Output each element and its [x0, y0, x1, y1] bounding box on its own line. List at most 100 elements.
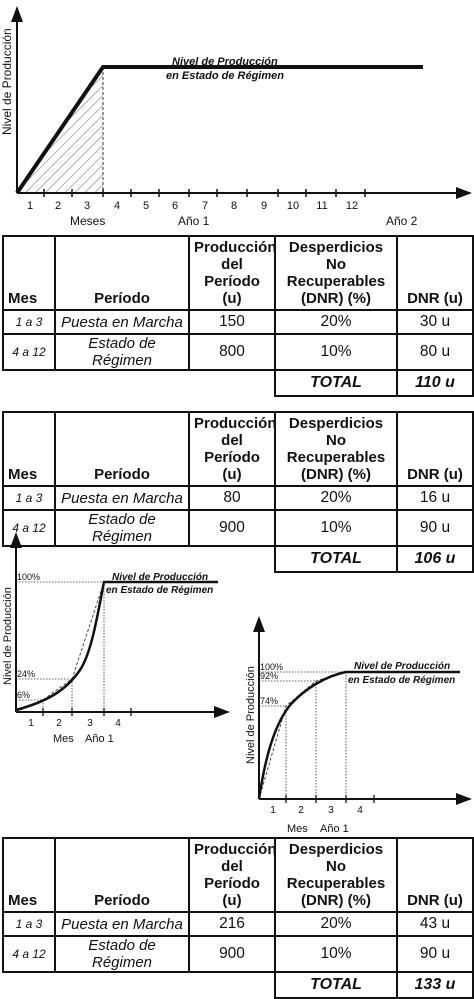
- tick-label: 11: [316, 200, 327, 212]
- header-periodo: Período: [54, 235, 190, 311]
- cell-periodo: Estado de Régimen: [54, 333, 190, 371]
- cell-dnr: 80 u: [396, 333, 474, 371]
- header-dnr-u: DNR (u): [396, 235, 474, 311]
- cell-pct: 10%: [274, 935, 398, 973]
- y-axis-arrow-icon: [10, 532, 22, 548]
- cell-pct: 10%: [274, 333, 398, 371]
- pct-24-label: 24%: [17, 669, 35, 679]
- x-axis-arrow-icon: [456, 187, 472, 199]
- cell-mes: 4 a 12: [2, 509, 56, 547]
- header-periodo: Período: [54, 837, 190, 913]
- ano1-label: Año 1: [178, 214, 210, 228]
- tick-label: 5: [143, 200, 149, 212]
- x-axis-arrow-icon: [214, 706, 230, 718]
- tick-label: 3: [328, 805, 334, 816]
- mes-label: Mes: [287, 823, 308, 835]
- tick-label: 12: [346, 200, 358, 212]
- ano1-label: Año 1: [320, 823, 349, 835]
- pct-74-label: 74%: [260, 696, 278, 706]
- tick-label: 1: [270, 805, 276, 816]
- table-3: Mes Período Producción del Período (u) Des…: [2, 837, 474, 999]
- pct-92-label: 92%: [260, 671, 278, 681]
- pct-100-label: 100%: [260, 662, 283, 672]
- header-produccion: Producción del Período (u): [188, 411, 277, 487]
- header-produccion: Producción del Período (u): [188, 837, 277, 913]
- total-label: TOTAL: [274, 369, 398, 397]
- production-curve: [15, 580, 218, 712]
- tick-label: 4: [357, 805, 363, 816]
- total-value: 106 u: [396, 545, 474, 573]
- header-dnr-u: DNR (u): [396, 837, 474, 913]
- tick-label: 3: [87, 718, 93, 729]
- header-dnr-pct: Desperdicios No Recuperables (DNR) (%): [274, 411, 398, 487]
- cell-dnr: 90 u: [396, 935, 474, 973]
- top-production-chart: 1 2 3 4 5 6 7 8 9 10 11 12 Meses Año 1 A…: [0, 6, 472, 228]
- cell-produccion: 900: [188, 935, 276, 973]
- tick-label: 3: [84, 200, 90, 212]
- tick-label: 10: [287, 200, 299, 212]
- annotation-line2: en Estado de Régimen: [166, 70, 284, 82]
- annotation-line1: Nivel de Producción: [112, 572, 208, 583]
- x-axis-arrow-icon: [456, 793, 472, 805]
- y-axis-label: Nivel de Producción: [245, 666, 257, 764]
- cell-dnr: 16 u: [396, 485, 474, 511]
- left-production-chart: 1 2 3 4 Mes Año 1 100% 24% 6% Nivel de P…: [2, 532, 230, 745]
- cell-produccion: 800: [188, 333, 276, 371]
- header-dnr-u: DNR (u): [396, 411, 474, 487]
- tick-label: 9: [261, 200, 267, 212]
- header-produccion: Producción del Período (u): [188, 235, 277, 311]
- annotation-line1: Nivel de Producción: [354, 661, 450, 672]
- right-production-chart: 1 2 3 4 Mes Año 1 100% 92% 74% Nivel de …: [245, 616, 472, 835]
- table-row: 1 a 3 Puesta en Marcha 80 20% 16 u: [2, 485, 474, 511]
- annotation-line2: en Estado de Régimen: [348, 675, 455, 686]
- cell-produccion: 150: [188, 309, 276, 335]
- pct-100-label: 100%: [17, 572, 40, 582]
- total-label: TOTAL: [274, 971, 398, 999]
- y-axis-label: Nivel de Producción: [2, 587, 14, 685]
- table-row: 1 a 3 Puesta en Marcha 150 20% 30 u: [2, 309, 474, 335]
- y-axis-arrow-icon: [253, 616, 265, 632]
- cell-pct: 10%: [274, 509, 398, 547]
- mes-label: Mes: [53, 733, 74, 745]
- cell-produccion: 80: [188, 485, 276, 511]
- tick-label: 1: [28, 718, 34, 729]
- header-mes: Mes: [2, 235, 56, 311]
- annotation-line1: Nivel de Producción: [172, 56, 278, 68]
- header-dnr-pct: Desperdicios No Recuperables (DNR) (%): [274, 235, 398, 311]
- tick-label: 4: [115, 718, 121, 729]
- tick-label: 6: [172, 200, 178, 212]
- ano1-label: Año 1: [85, 733, 114, 745]
- cell-periodo: Puesta en Marcha: [54, 309, 190, 335]
- cell-dnr: 30 u: [396, 309, 474, 335]
- total-value: 133 u: [396, 971, 474, 999]
- table-1: Mes Período Producción del Período (u) Des…: [2, 235, 474, 397]
- cell-pct: 20%: [274, 309, 398, 335]
- table-row: 4 a 12 Estado de Régimen 900 10% 90 u: [2, 509, 474, 547]
- tick-label: 2: [55, 200, 61, 212]
- cell-pct: 20%: [274, 911, 398, 937]
- header-periodo: Período: [54, 411, 190, 487]
- cell-periodo: Estado de Régimen: [54, 935, 190, 973]
- production-curve: [257, 670, 460, 800]
- cell-dnr: 43 u: [396, 911, 474, 937]
- cell-produccion: 216: [188, 911, 276, 937]
- tick-label: 1: [27, 200, 33, 212]
- tick-label: 7: [202, 200, 208, 212]
- tick-label: 4: [114, 200, 120, 212]
- cell-mes: 1 a 3: [2, 911, 56, 937]
- cell-periodo: Puesta en Marcha: [54, 485, 190, 511]
- tick-label: 2: [298, 805, 304, 816]
- tick-label: 2: [56, 718, 62, 729]
- cell-dnr: 90 u: [396, 509, 474, 547]
- total-value: 110 u: [396, 369, 474, 397]
- cell-produccion: 900: [188, 509, 276, 547]
- cell-mes: 1 a 3: [2, 485, 56, 511]
- table-row: 4 a 12 Estado de Régimen 900 10% 90 u: [2, 935, 474, 973]
- table-row: 1 a 3 Puesta en Marcha 216 20% 43 u: [2, 911, 474, 937]
- annotation-line2: en Estado de Régimen: [106, 585, 213, 596]
- header-mes: Mes: [2, 837, 56, 913]
- pct-6-label: 6%: [17, 690, 30, 700]
- total-label: TOTAL: [274, 545, 398, 573]
- y-axis-arrow-icon: [11, 6, 23, 22]
- header-dnr-pct: Desperdicios No Recuperables (DNR) (%): [274, 837, 398, 913]
